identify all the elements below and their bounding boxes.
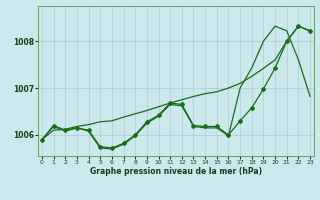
- X-axis label: Graphe pression niveau de la mer (hPa): Graphe pression niveau de la mer (hPa): [90, 167, 262, 176]
